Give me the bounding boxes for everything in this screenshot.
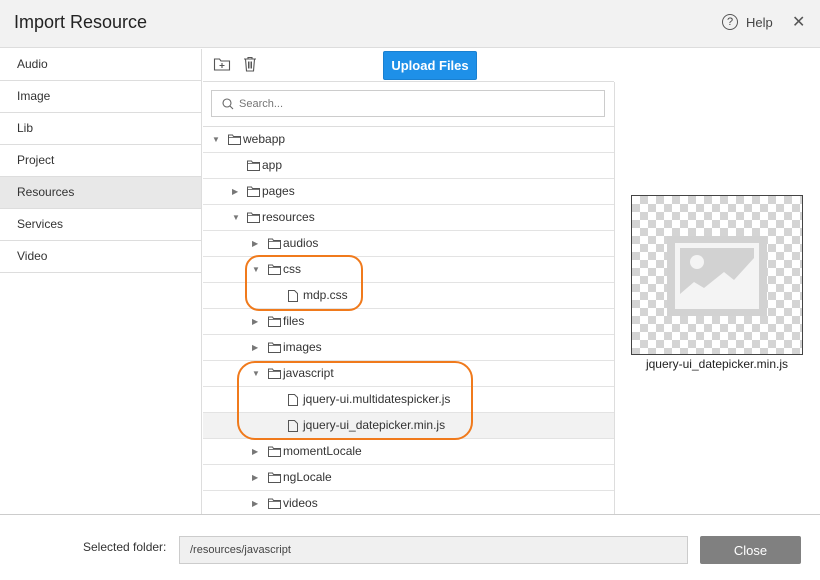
- tree-row-label: pages: [262, 184, 295, 198]
- tree-row-label: webapp: [243, 132, 286, 146]
- tree-row-label: jquery-ui.multidatespicker.js: [303, 392, 451, 406]
- file-icon: [288, 290, 298, 305]
- sidebar-item-services[interactable]: Services: [0, 209, 201, 241]
- tree-row-label: momentLocale: [283, 444, 362, 458]
- dialog-footer: Selected folder: /resources/javascript C…: [0, 514, 820, 580]
- selected-folder-label: Selected folder:: [83, 540, 167, 554]
- folder-icon: [268, 446, 281, 460]
- help-label: Help: [746, 14, 773, 30]
- tree-row-folder[interactable]: ▶ images: [203, 335, 614, 361]
- file-icon: [288, 394, 298, 409]
- tree-row-label: css: [283, 262, 301, 276]
- tree-row-folder[interactable]: ▶ ngLocale: [203, 465, 614, 491]
- sidebar-item-project[interactable]: Project: [0, 145, 201, 177]
- tree-row-label: jquery-ui_datepicker.min.js: [303, 418, 446, 432]
- folder-icon: [268, 238, 281, 252]
- tree-row-label: mdp.css: [303, 288, 348, 302]
- caret-right-icon[interactable]: ▶: [252, 239, 259, 248]
- tree-row-label: app: [262, 158, 283, 172]
- category-sidebar: Audio Image Lib Project Resources Services Vid…: [0, 49, 202, 514]
- tree-row-label: ngLocale: [283, 470, 332, 484]
- tree-row-folder[interactable]: ▼ css: [203, 257, 614, 283]
- caret-right-icon[interactable]: ▶: [252, 317, 259, 326]
- folder-icon: [268, 498, 281, 512]
- caret-down-icon[interactable]: ▼: [232, 213, 240, 222]
- tree-row-file[interactable]: jquery-ui_datepicker.min.js: [203, 413, 614, 439]
- dialog-header: Import Resource ? Help ✕: [0, 0, 820, 48]
- folder-icon: [268, 264, 281, 278]
- tree-row-folder[interactable]: app: [203, 153, 614, 179]
- tree-row-label: audios: [283, 236, 319, 250]
- caret-right-icon[interactable]: ▶: [252, 447, 259, 456]
- folder-icon: [268, 368, 281, 382]
- tree-row-folder[interactable]: ▶ videos: [203, 491, 614, 514]
- folder-icon: [247, 212, 260, 226]
- folder-icon: [268, 342, 281, 356]
- toolbar: Upload Files: [203, 49, 614, 82]
- sidebar-item-audio[interactable]: Audio: [0, 49, 201, 81]
- tree-row-folder[interactable]: ▶ audios: [203, 231, 614, 257]
- tree-row-folder[interactable]: ▶ files: [203, 309, 614, 335]
- folder-icon: [228, 134, 241, 148]
- tree-row-file[interactable]: jquery-ui.multidatespicker.js: [203, 387, 614, 413]
- caret-right-icon[interactable]: ▶: [252, 499, 259, 508]
- image-placeholder-icon: [667, 236, 767, 316]
- caret-down-icon[interactable]: ▼: [252, 265, 260, 274]
- search-input[interactable]: [239, 97, 579, 110]
- tree-row-file[interactable]: mdp.css: [203, 283, 614, 309]
- preview-panel: [614, 82, 820, 514]
- tree-row-folder[interactable]: ▼ webapp: [203, 127, 614, 153]
- tree-row-label: videos: [283, 496, 318, 510]
- file-preview: [631, 195, 803, 355]
- preview-filename: jquery-ui_datepicker.min.js: [645, 357, 789, 371]
- caret-down-icon[interactable]: ▼: [252, 369, 260, 378]
- close-icon[interactable]: ✕: [792, 14, 806, 31]
- upload-files-button[interactable]: Upload Files: [383, 51, 477, 80]
- tree-row-label: resources: [262, 210, 315, 224]
- question-circle-icon: ?: [722, 14, 738, 30]
- caret-right-icon[interactable]: ▶: [232, 187, 239, 196]
- close-button[interactable]: Close: [700, 536, 801, 564]
- tree-row-label: files: [283, 314, 305, 328]
- search-icon: [222, 97, 234, 109]
- sidebar-item-resources[interactable]: Resources: [0, 177, 201, 209]
- folder-icon: [268, 316, 281, 330]
- tree-row-folder[interactable]: ▶ momentLocale: [203, 439, 614, 465]
- folder-icon: [247, 160, 260, 174]
- tree-row-folder[interactable]: ▼ resources: [203, 205, 614, 231]
- tree-row-label: images: [283, 340, 322, 354]
- tree-row-label: javascript: [283, 366, 334, 380]
- sidebar-item-lib[interactable]: Lib: [0, 113, 201, 145]
- dialog-title: Import Resource: [14, 12, 148, 32]
- caret-right-icon[interactable]: ▶: [252, 473, 259, 482]
- sidebar-item-video[interactable]: Video: [0, 241, 201, 273]
- tree-row-folder[interactable]: ▼ javascript: [203, 361, 614, 387]
- trash-icon[interactable]: [241, 55, 259, 73]
- search-box: [211, 90, 605, 117]
- help-button[interactable]: ? Help: [722, 14, 773, 30]
- folder-plus-icon[interactable]: [213, 55, 231, 73]
- sidebar-item-image[interactable]: Image: [0, 81, 201, 113]
- selected-folder-field[interactable]: /resources/javascript: [179, 536, 688, 564]
- caret-down-icon[interactable]: ▼: [212, 135, 220, 144]
- caret-right-icon[interactable]: ▶: [252, 343, 259, 352]
- file-icon: [288, 420, 298, 435]
- file-tree: ▼ webapp app ▶ pages ▼ resources ▶ audios ▼ css mdp…: [203, 126, 614, 514]
- tree-row-folder[interactable]: ▶ pages: [203, 179, 614, 205]
- folder-icon: [268, 472, 281, 486]
- folder-icon: [247, 186, 260, 200]
